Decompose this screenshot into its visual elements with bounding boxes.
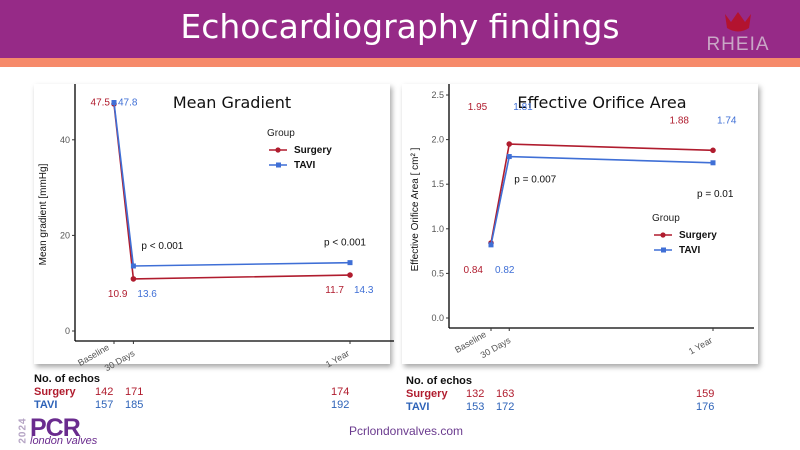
data-point-tavi	[111, 100, 117, 106]
y-tick-label: 0	[65, 326, 70, 336]
x-tick-label: 1 Year	[687, 335, 714, 356]
page-title: Echocardiography findings	[180, 7, 620, 46]
effective-orifice-area-plot: Effective Orifice Area 0.0 0.5 1.0 1.5 2.0 2.5…	[410, 84, 754, 360]
data-label-tavi: 14.3	[354, 285, 374, 296]
data-label-surgery: 47.5	[91, 98, 111, 109]
logo-pcr: PCR	[30, 414, 81, 442]
rheia-logo-text: RHEIA	[706, 34, 770, 55]
data-label-tavi: 47.8	[118, 98, 138, 109]
count-30-days: 171	[125, 386, 144, 398]
count-30-days: 185	[125, 399, 144, 411]
data-label-surgery: 1.88	[670, 115, 690, 126]
data-point-tavi	[506, 154, 512, 160]
legend-marker-tavi	[276, 162, 281, 168]
row-label: Surgery	[34, 386, 76, 398]
y-axis-label: Effective Orifice Area [ cm² ]	[410, 147, 421, 271]
x-tick-label: 1 Year	[324, 348, 351, 369]
row-label: Surgery	[406, 388, 448, 400]
data-label-tavi: 13.6	[137, 289, 157, 300]
y-tick-label: 2.5	[431, 90, 444, 100]
data-label-tavi: 1.81	[513, 102, 533, 113]
footer-url[interactable]: Pcrlondonvalves.com	[348, 424, 464, 438]
chart-title: Effective Orifice Area	[517, 93, 686, 112]
y-tick-label: 40	[60, 135, 70, 145]
legend-marker-tavi	[661, 247, 666, 253]
legend-label-surgery: Surgery	[679, 230, 717, 241]
p-value-annotation: p = 0.01	[697, 189, 734, 200]
y-tick-label: 2.0	[431, 135, 444, 145]
row-label: TAVI	[34, 399, 58, 411]
count-baseline: 132	[466, 388, 485, 400]
count-30-days: 172	[496, 401, 515, 413]
legend-marker-surgery	[275, 147, 281, 153]
count-1-year: 159	[696, 388, 715, 400]
header-banner: Echocardiography findings RHEIA	[0, 0, 800, 58]
count-1-year: 174	[331, 386, 350, 398]
data-point-surgery	[710, 147, 716, 154]
data-point-surgery	[130, 276, 137, 282]
header-stripe	[0, 58, 800, 67]
p-value-annotation: p < 0.001	[141, 241, 183, 252]
data-point-surgery	[506, 141, 513, 147]
data-point-surgery	[347, 272, 353, 278]
rheia-logo: RHEIA	[692, 8, 784, 56]
data-label-surgery: 1.95	[468, 102, 488, 113]
data-point-tavi	[130, 263, 136, 269]
y-tick-label: 1.0	[431, 224, 444, 234]
echo-counts-table-2: No. of echos Surgery 132 163 159 TAVI 15…	[406, 375, 746, 415]
data-label-surgery: 11.7	[325, 285, 344, 296]
count-baseline: 142	[95, 386, 114, 398]
legend-title: Group	[652, 213, 680, 224]
p-value-annotation: p = 0.007	[514, 175, 556, 186]
legend-label-tavi: TAVI	[294, 160, 316, 171]
count-baseline: 157	[95, 399, 114, 411]
count-1-year: 176	[696, 401, 715, 413]
data-point-tavi	[488, 242, 494, 248]
echo-counts-table-1: No. of echos Surgery 142 171 174 TAVI 15…	[34, 373, 374, 413]
logo-subtitle: london valves	[30, 435, 98, 447]
p-value-annotation: p < 0.001	[324, 238, 366, 249]
legend-title: Group	[267, 128, 295, 139]
y-tick-label: 0.5	[431, 268, 444, 278]
row-label: TAVI	[406, 401, 430, 413]
legend-label-tavi: TAVI	[679, 245, 701, 256]
data-label-surgery: 0.84	[464, 265, 484, 276]
y-tick-label: 1.5	[431, 179, 444, 189]
count-1-year: 192	[331, 399, 350, 411]
count-30-days: 163	[496, 388, 515, 400]
count-baseline: 153	[466, 401, 485, 413]
crown-icon	[725, 12, 751, 32]
legend-label-surgery: Surgery	[294, 145, 332, 156]
series-line-surgery	[113, 103, 351, 280]
y-axis-label: Mean gradient [mmHg]	[38, 163, 49, 265]
data-label-surgery: 10.9	[108, 289, 128, 300]
data-label-tavi: 0.82	[495, 265, 515, 276]
mean-gradient-chart: Mean Gradient 0 20 40 Mean gradient [mmHg] Ba…	[34, 84, 394, 373]
data-point-tavi	[347, 260, 353, 266]
pcr-london-valves-logo: 2024 PCR london valves	[18, 414, 138, 448]
y-tick-label: 20	[60, 230, 70, 240]
y-tick-label: 0.0	[431, 313, 444, 323]
effective-orifice-area-chart: Effective Orifice Area 0.0 0.5 1.0 1.5 2.0 2.5…	[402, 84, 758, 364]
echo-counts-title: No. of echos	[34, 373, 101, 385]
data-label-tavi: 1.74	[717, 115, 737, 126]
legend-marker-surgery	[660, 232, 666, 238]
data-point-tavi	[710, 160, 716, 166]
chart-title: Mean Gradient	[173, 93, 291, 112]
echo-counts-title: No. of echos	[406, 375, 473, 387]
